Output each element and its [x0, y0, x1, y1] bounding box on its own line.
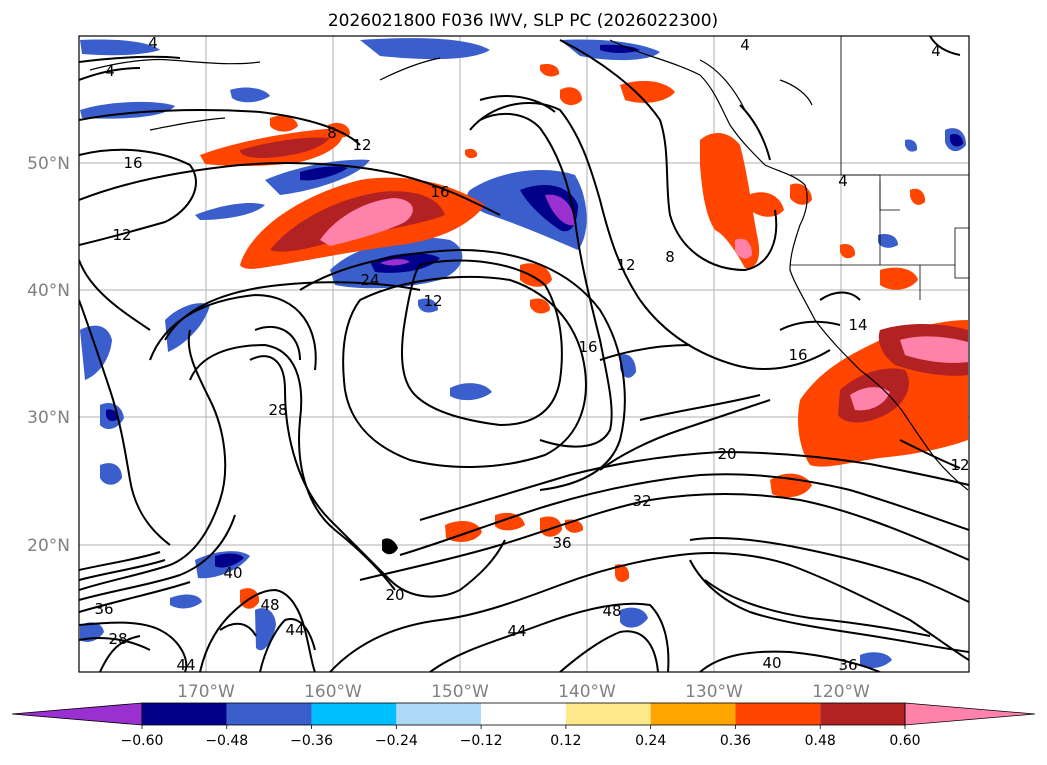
contour-label: 44 [176, 656, 195, 674]
gridlines [79, 36, 969, 672]
contour-label: 28 [108, 630, 127, 648]
political-borders [790, 36, 969, 300]
longitude-label: 150°W [431, 682, 489, 702]
colorbar-tick-label: 0.12 [550, 733, 581, 749]
colorbar-segment [481, 703, 566, 725]
hawaii-island [382, 538, 398, 555]
contour-label: 48 [602, 602, 621, 620]
longitude-label: 160°W [304, 682, 362, 702]
colorbar-extend-high [904, 702, 1036, 726]
contour-label: 4 [105, 62, 115, 80]
contour-label: 4 [838, 172, 848, 190]
colorbar-segment [396, 703, 482, 725]
colorbar-tick-label: 0.24 [635, 733, 666, 749]
contour-label: 36 [552, 534, 571, 552]
contour-label: 12 [950, 456, 969, 474]
contour-label: 16 [123, 154, 142, 172]
contour-lines [79, 36, 969, 672]
contour-label-group: 4 4 4 4 4 16 12 8 12 16 8 12 24 12 16 16… [94, 34, 969, 674]
longitude-label: 140°W [558, 682, 616, 702]
colorbar-tick-label: −0.48 [205, 733, 248, 749]
contour-label: 12 [616, 256, 635, 274]
contour-label: 12 [112, 226, 131, 244]
latitude-label: 30°N [27, 408, 70, 428]
positive-anomaly-fill [200, 64, 968, 609]
contour-label: 8 [665, 248, 675, 266]
colorbar-tick-label: −0.36 [290, 733, 333, 749]
colorbar-tick-label: −0.60 [121, 733, 164, 749]
contour-label: 24 [360, 271, 379, 289]
longitude-axis: 170°W 160°W 150°W 140°W 130°W 120°W [177, 682, 870, 702]
contour-label: 40 [762, 654, 781, 672]
colorbar: −0.60 −0.48 −0.36 −0.24 −0.12 0.12 0.24 0.36 0.4… [11, 702, 1036, 749]
latitude-label: 50°N [27, 154, 70, 174]
colorbar-segment [820, 703, 905, 725]
colorbar-tick-label: 0.48 [805, 733, 836, 749]
longitude-label: 120°W [812, 682, 870, 702]
latitude-label: 20°N [27, 536, 70, 556]
colorbar-segment [311, 703, 397, 725]
colorbar-extend-low [11, 702, 143, 726]
contour-label: 16 [430, 183, 449, 201]
contour-label: 36 [94, 600, 113, 618]
colorbar-tick-label: −0.24 [375, 733, 418, 749]
contour-label: 40 [223, 564, 242, 582]
contour-label: 20 [717, 445, 736, 463]
colorbar-outline [141, 702, 906, 726]
contour-label: 20 [385, 586, 404, 604]
contour-label: 36 [838, 656, 857, 674]
coastlines [89, 39, 969, 491]
contour-label: 16 [788, 346, 807, 364]
colorbar-tick-label: −0.12 [460, 733, 503, 749]
contour-label: 32 [632, 492, 651, 510]
latitude-label: 40°N [27, 281, 70, 301]
contour-label: 4 [740, 36, 750, 54]
contour-label: 12 [352, 136, 371, 154]
contour-label: 12 [423, 292, 442, 310]
colorbar-segment [142, 703, 227, 725]
contour-label: 14 [848, 316, 867, 334]
contour-label: 4 [931, 42, 941, 60]
map-area: 4 4 4 4 4 16 12 8 12 16 8 12 24 12 16 16… [79, 34, 969, 674]
colorbar-segment [650, 703, 736, 725]
longitude-label: 130°W [685, 682, 743, 702]
longitude-label: 170°W [177, 682, 235, 702]
colorbar-segment [735, 703, 821, 725]
contour-label: 28 [268, 401, 287, 419]
map-frame [78, 35, 970, 673]
colorbar-tick-label: 0.60 [889, 733, 920, 749]
colorbar-segment [226, 703, 312, 725]
contour-label: 48 [260, 596, 279, 614]
contour-label: 8 [327, 124, 337, 142]
colorbar-segment [565, 703, 651, 725]
latitude-axis: 50°N 40°N 30°N 20°N [27, 154, 70, 556]
contour-label: 44 [507, 622, 526, 640]
colorbar-tick-label: 0.36 [720, 733, 751, 749]
contour-label: 16 [578, 338, 597, 356]
map-title: 2026021800 F036 IWV, SLP PC (2026022300) [328, 11, 718, 31]
contour-label: 44 [285, 621, 304, 639]
contour-label: 4 [148, 34, 158, 52]
